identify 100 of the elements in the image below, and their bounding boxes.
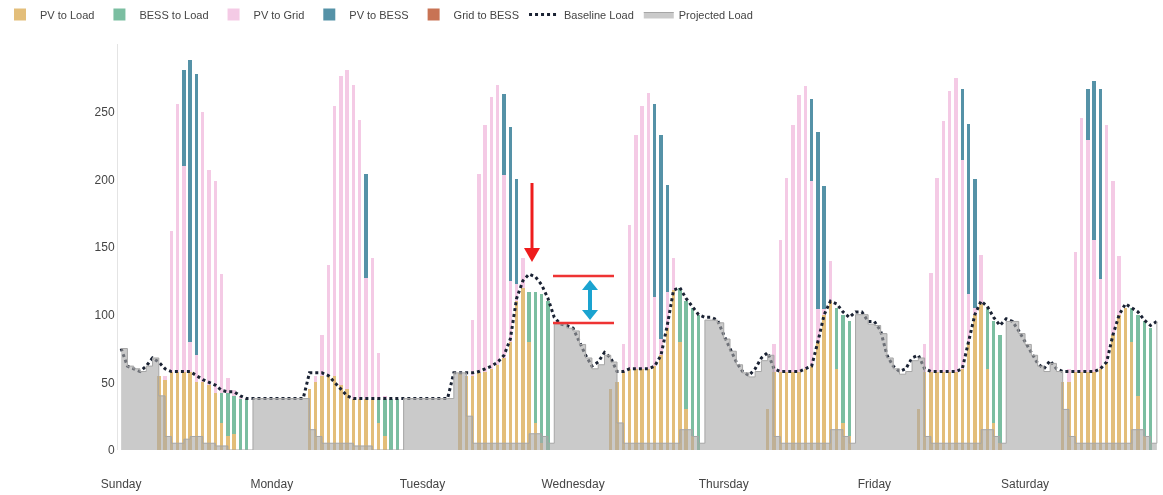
bar — [1117, 314, 1121, 450]
legend-label: PV to BESS — [349, 8, 409, 21]
bar — [634, 134, 638, 369]
bar — [458, 372, 462, 450]
bar — [998, 334, 1002, 444]
legend-label: PV to Grid — [253, 8, 305, 21]
bar — [935, 371, 939, 450]
y-tick-label: 50 — [101, 375, 115, 390]
bar — [339, 76, 343, 386]
bar — [797, 95, 801, 372]
bar — [389, 398, 393, 450]
bar — [678, 341, 682, 450]
bar — [1086, 371, 1090, 450]
y-tick-label: 200 — [94, 172, 115, 187]
bar — [521, 287, 525, 450]
bar — [320, 375, 324, 450]
bar — [659, 355, 663, 450]
y-tick-label: 100 — [94, 307, 115, 322]
bar — [678, 287, 682, 342]
bar — [539, 443, 544, 450]
bar — [929, 371, 933, 450]
bar — [1092, 240, 1096, 372]
bar — [364, 398, 368, 450]
bar — [1092, 80, 1096, 241]
bar — [1111, 334, 1115, 450]
bar — [822, 314, 826, 450]
bar — [320, 334, 324, 376]
legend-label: Grid to BESS — [453, 8, 520, 21]
bar — [383, 398, 387, 437]
bar — [822, 186, 826, 310]
bar — [640, 368, 644, 450]
x-tick-label: Sunday — [100, 477, 142, 491]
bar — [973, 179, 977, 308]
bar — [973, 314, 977, 450]
bar — [1111, 180, 1115, 335]
line-series — [119, 272, 1159, 401]
bar — [979, 255, 983, 304]
bar — [546, 301, 550, 450]
bar — [226, 393, 230, 437]
bar — [182, 165, 186, 372]
bar — [1067, 368, 1071, 383]
bar — [527, 341, 531, 450]
bar — [816, 341, 820, 450]
bar — [684, 301, 688, 410]
bar — [232, 395, 236, 434]
bar — [659, 134, 663, 340]
bar — [483, 125, 487, 372]
bar — [954, 77, 958, 372]
bar — [188, 341, 192, 372]
bar — [483, 371, 487, 450]
bar — [364, 173, 368, 279]
bar — [1136, 314, 1140, 396]
bar — [226, 378, 230, 394]
bar — [527, 291, 531, 342]
bar — [634, 368, 638, 450]
legend-label: PV to Load — [40, 8, 95, 21]
bar — [182, 69, 186, 166]
bar — [477, 173, 481, 373]
bar — [640, 106, 644, 369]
bar — [935, 177, 939, 372]
bar — [929, 272, 933, 372]
x-tick-label: Saturday — [1001, 477, 1050, 491]
bar — [364, 278, 368, 399]
bar — [188, 371, 192, 450]
legend-label: BESS to Load — [139, 8, 209, 21]
bar — [207, 385, 211, 450]
bar — [979, 303, 983, 450]
bar — [816, 131, 820, 310]
x-tick-label: Tuesday — [399, 477, 446, 491]
bar — [383, 436, 387, 450]
bar — [339, 385, 343, 450]
bar — [502, 175, 506, 358]
bar — [1086, 140, 1090, 372]
bar — [477, 372, 481, 450]
bar — [1092, 371, 1096, 450]
bar — [163, 375, 167, 380]
bar — [345, 389, 349, 450]
y-tick-label: 150 — [94, 240, 115, 255]
bar — [502, 94, 506, 176]
y-tick-label: 0 — [107, 443, 115, 458]
bar — [1136, 395, 1140, 450]
bar — [502, 357, 506, 450]
bar — [797, 371, 801, 450]
legend-label: Projected Load — [678, 8, 753, 21]
x-tick-label: Wednesday — [541, 477, 605, 491]
x-tick-label: Thursday — [698, 477, 749, 491]
bar — [345, 69, 349, 390]
bar — [1086, 88, 1090, 141]
bar — [182, 371, 186, 450]
x-tick-label: Monday — [250, 477, 294, 491]
bar — [791, 371, 795, 450]
y-tick-label: 250 — [94, 104, 115, 119]
bar — [841, 314, 845, 423]
bar — [1117, 256, 1121, 315]
x-tick-label: Friday — [857, 477, 892, 491]
legend-label: Baseline Load — [564, 8, 634, 21]
bar — [188, 60, 192, 342]
bar — [157, 375, 161, 450]
bar — [232, 433, 236, 450]
bar — [207, 169, 211, 386]
